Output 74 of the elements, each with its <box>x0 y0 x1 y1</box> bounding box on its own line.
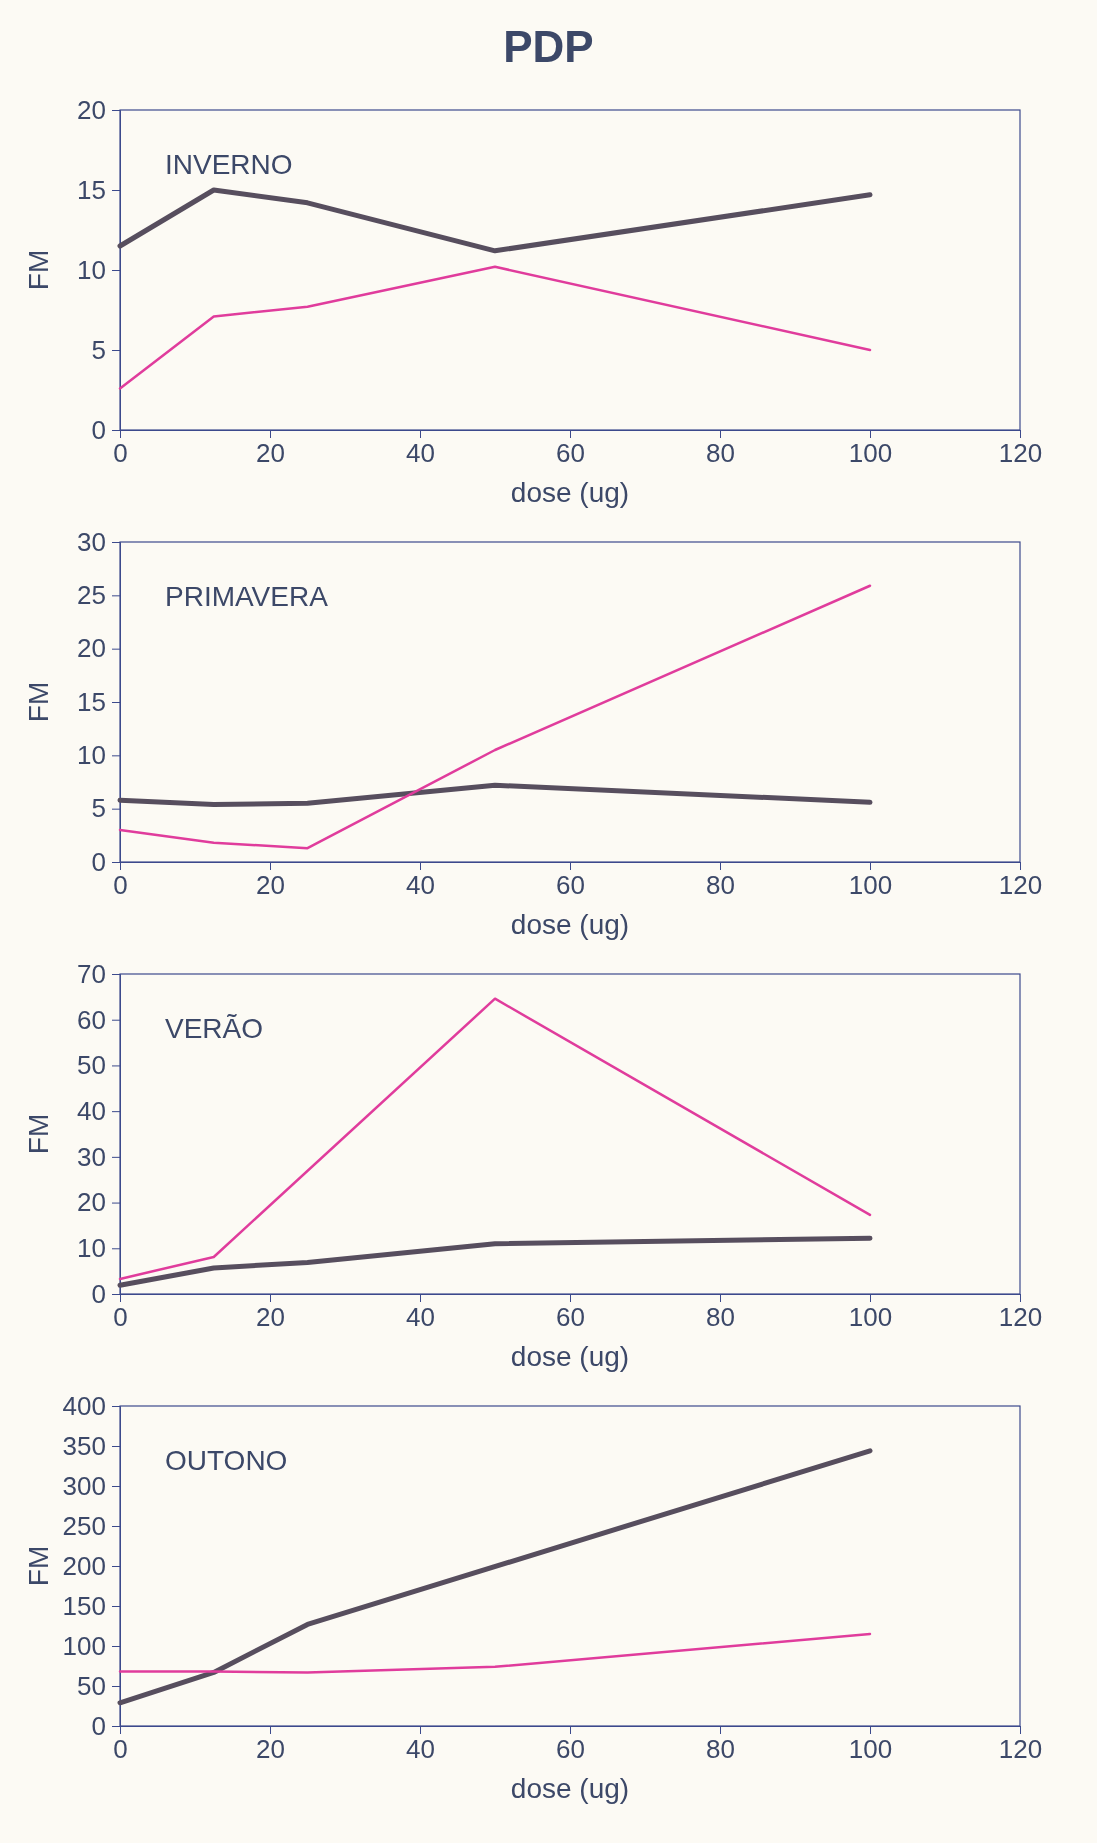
text: PRIMAVERA <box>165 581 329 612</box>
text: OUTONO <box>165 1445 288 1476</box>
y-tick-label: 30 <box>77 1141 106 1172</box>
x-tick-label: 60 <box>556 438 585 469</box>
y-tick-label: 350 <box>62 1430 106 1461</box>
x-tick-label: 0 <box>113 438 128 469</box>
y-tick-label: 25 <box>77 580 106 611</box>
line-series <box>118 265 872 390</box>
x-tick-label: 60 <box>556 870 585 901</box>
y-tick-label: 300 <box>62 1470 106 1501</box>
y-tick-label: 200 <box>62 1550 106 1581</box>
y-tick-label: 250 <box>62 1510 106 1541</box>
x-tick-label: 40 <box>406 870 435 901</box>
x-tick-label: 120 <box>998 438 1043 469</box>
y-tick-label: 400 <box>62 1390 106 1421</box>
x-tick-label: 100 <box>848 870 893 901</box>
y-tick-label: 40 <box>77 1095 106 1126</box>
line-series <box>118 584 872 850</box>
y-axis-title: FM <box>23 1545 54 1587</box>
y-tick-label: 10 <box>77 254 106 285</box>
y-tick-label: 100 <box>62 1630 106 1661</box>
x-tick-label: 80 <box>706 870 735 901</box>
y-axis-title: FM <box>23 681 54 723</box>
x-axis-title: dose (ug) <box>510 909 630 940</box>
x-tick-label: 40 <box>406 438 435 469</box>
x-axis-title: dose (ug) <box>510 477 630 508</box>
y-tick-label: 15 <box>77 174 106 205</box>
y-tick-label: 50 <box>77 1670 106 1701</box>
y-tick-label: 150 <box>62 1590 106 1621</box>
x-tick-label: 100 <box>848 1734 893 1765</box>
y-tick-label: 0 <box>91 1710 106 1741</box>
x-tick-label: 60 <box>556 1734 585 1765</box>
x-tick-label: 80 <box>706 438 735 469</box>
x-tick-label: 40 <box>406 1302 435 1333</box>
y-axis-title: FM <box>23 249 54 291</box>
x-axis-title: dose (ug) <box>510 1341 630 1372</box>
x-tick-label: 40 <box>406 1734 435 1765</box>
x-tick-label: 100 <box>848 1302 893 1333</box>
x-tick-label: 0 <box>113 1302 128 1333</box>
y-tick-label: 50 <box>77 1050 106 1081</box>
x-tick-label: 80 <box>706 1734 735 1765</box>
x-tick-label: 120 <box>998 870 1043 901</box>
line-series <box>118 997 872 1281</box>
y-tick-label: 70 <box>77 958 106 989</box>
y-tick-label: 0 <box>91 1278 106 1309</box>
x-tick-label: 120 <box>998 1302 1043 1333</box>
text: INVERNO <box>165 149 293 180</box>
x-tick-label: 0 <box>113 1734 128 1765</box>
line-series <box>118 1632 872 1674</box>
y-tick-label: 5 <box>91 334 106 365</box>
y-tick-label: 0 <box>91 414 106 445</box>
x-tick-label: 60 <box>556 1302 585 1333</box>
text: VERÃO <box>165 1013 264 1044</box>
y-tick-label: 30 <box>77 526 106 557</box>
y-tick-label: 10 <box>77 740 106 771</box>
y-tick-label: 20 <box>77 1187 106 1218</box>
x-axis-title: dose (ug) <box>510 1773 630 1804</box>
x-tick-label: 20 <box>256 438 285 469</box>
x-tick-label: 100 <box>848 438 893 469</box>
x-tick-label: 120 <box>998 1734 1043 1765</box>
y-tick-label: 0 <box>91 846 106 877</box>
y-tick-label: 20 <box>77 633 106 664</box>
text: PDP <box>503 22 594 71</box>
x-tick-label: 20 <box>256 1302 285 1333</box>
y-tick-label: 15 <box>77 686 106 717</box>
y-axis-title: FM <box>23 1113 54 1155</box>
x-tick-label: 20 <box>256 1734 285 1765</box>
y-tick-label: 60 <box>77 1004 106 1035</box>
y-tick-label: 5 <box>91 793 106 824</box>
x-tick-label: 80 <box>706 1302 735 1333</box>
x-tick-label: 0 <box>113 870 128 901</box>
y-tick-label: 10 <box>77 1233 106 1264</box>
y-tick-label: 20 <box>77 94 106 125</box>
x-tick-label: 20 <box>256 870 285 901</box>
